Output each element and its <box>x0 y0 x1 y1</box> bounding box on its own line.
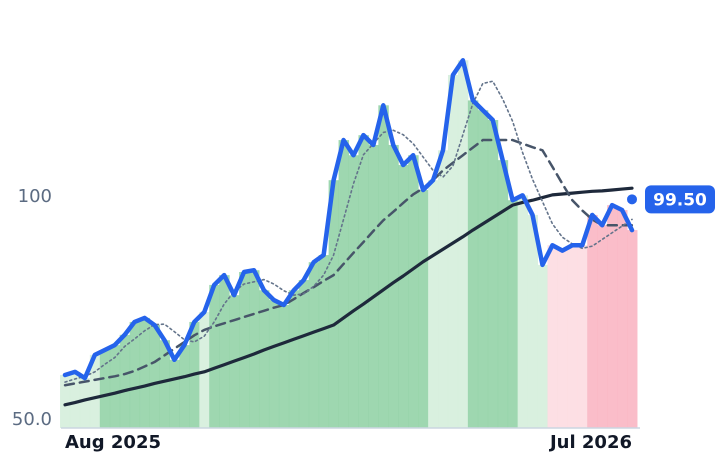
price-column <box>457 60 469 428</box>
price-column <box>348 155 359 428</box>
price-column <box>358 135 369 428</box>
price-column <box>249 270 260 428</box>
y-tick-label: 50.0 <box>12 409 52 430</box>
last-price-label: 99.50 <box>653 190 707 210</box>
price-column <box>627 230 638 428</box>
moving-average-line <box>63 186 634 407</box>
price-column <box>209 284 220 428</box>
price-column <box>99 349 111 428</box>
price-column <box>239 271 250 428</box>
price-column <box>328 180 340 428</box>
price-column <box>368 144 379 428</box>
price-column <box>557 250 568 428</box>
price-column <box>447 74 459 428</box>
price-column <box>408 155 419 428</box>
price-column <box>597 225 608 428</box>
price-column <box>428 180 439 428</box>
price-column <box>109 345 121 428</box>
price-column <box>129 321 141 428</box>
price-column <box>617 210 628 428</box>
price-column <box>338 140 349 429</box>
price-column <box>587 214 598 428</box>
price-column <box>149 325 160 428</box>
price-column <box>219 275 230 428</box>
price-column <box>79 378 91 428</box>
price-column <box>258 290 270 428</box>
price-column <box>438 150 449 428</box>
price-column <box>517 195 529 428</box>
price-column <box>298 280 310 428</box>
price-column <box>169 359 180 428</box>
price-column <box>288 290 300 428</box>
price-line <box>62 58 635 381</box>
price-column <box>547 245 558 428</box>
price-column <box>318 255 330 428</box>
price-column <box>378 105 389 429</box>
y-tick-label: 100 <box>18 186 52 207</box>
price-column <box>398 165 409 428</box>
price-column <box>388 144 399 428</box>
price-column <box>268 300 280 428</box>
x-tick-label: Jul 2026 <box>548 432 632 453</box>
price-column <box>567 245 578 428</box>
last-price-dot <box>627 194 637 205</box>
price-column <box>527 214 538 428</box>
last-price-badge <box>645 185 715 214</box>
price-column <box>467 100 479 428</box>
price-column <box>89 354 101 428</box>
price-column <box>139 317 151 428</box>
price-column <box>308 262 320 428</box>
price-column <box>477 110 489 428</box>
price-column <box>119 334 131 428</box>
moving-average-line <box>63 138 634 387</box>
x-tick-label: Aug 2025 <box>65 432 161 453</box>
price-column <box>179 345 190 428</box>
price-column <box>60 374 71 428</box>
price-column <box>159 340 170 428</box>
price-column <box>537 264 548 428</box>
price-column <box>507 200 519 428</box>
price-column <box>607 205 618 428</box>
price-column <box>497 160 509 428</box>
price-column <box>69 371 81 428</box>
price-column <box>278 304 290 428</box>
price-column <box>487 120 499 428</box>
price-column <box>418 189 429 428</box>
moving-average-line <box>64 80 633 383</box>
price-column <box>577 245 588 428</box>
